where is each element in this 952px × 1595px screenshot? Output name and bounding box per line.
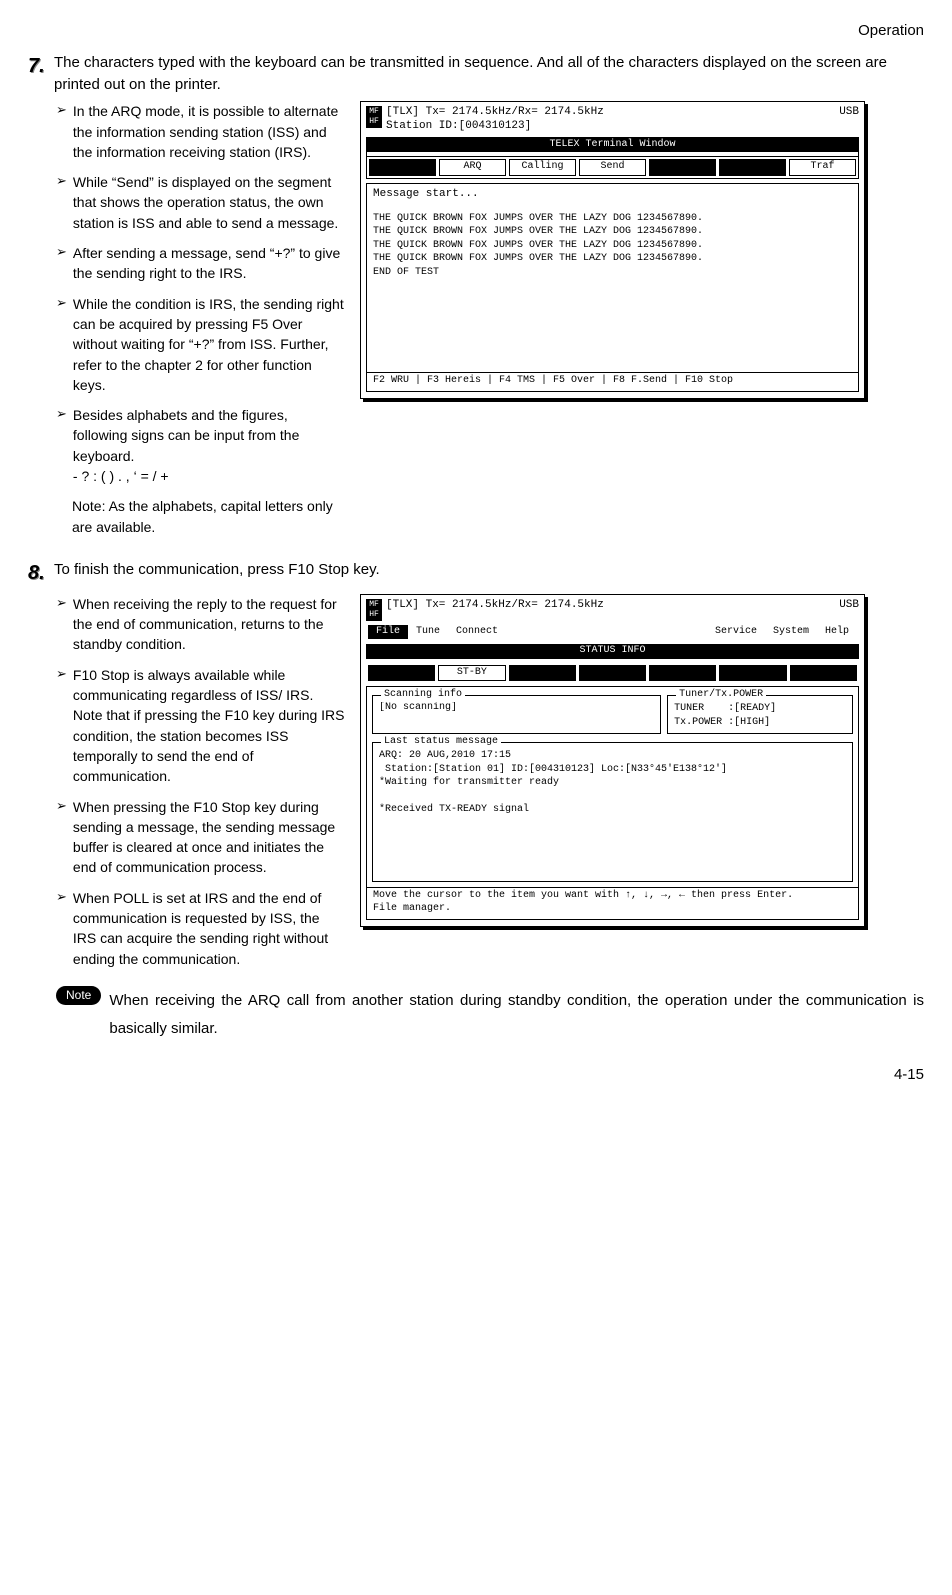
terminal-screenshot-2: MFHF [TLX] Tx= 2174.5kHz/Rx= 2174.5kHz U… [360,594,865,928]
menu-item: Connect [448,625,506,640]
bullet-text: When receiving the reply to the request … [73,594,346,655]
bullet-text: In the ARQ mode, it is possible to alter… [73,101,346,162]
segment: ARQ [439,159,506,176]
tuner-label: Tuner/Tx.POWER [676,689,766,702]
segment [579,665,646,682]
terminal-screenshot-1: MFHF [TLX] Tx= 2174.5kHz/Rx= 2174.5kHz U… [360,101,865,399]
segment [649,665,716,682]
step-8-bullets: ➢ When receiving the reply to the request… [56,594,346,979]
term2-line1: [TLX] Tx= 2174.5kHz/Rx= 2174.5kHz [386,599,604,613]
term2-footer: Move the cursor to the item you want wit… [366,888,859,920]
term1-usb: USB [839,106,859,120]
last-status-box: Last status message ARQ: 20 AUG,2010 17:… [372,742,853,882]
tuner-box: Tuner/Tx.POWER TUNER :[READY] Tx.POWER :… [667,695,853,734]
term1-footer: F2 WRU | F3 Hereis | F4 TMS | F5 Over | … [366,373,859,393]
term1-segments: ARQCallingSend Traf [367,156,858,178]
tuner-value: TUNER :[READY] Tx.POWER :[HIGH] [674,702,846,729]
term1-msg-label: Message start... [373,188,852,202]
step-7-subnote: Note: As the alphabets, capital letters … [72,496,346,537]
step-8: 8. To finish the communication, press F1… [28,559,924,588]
bullet-text: After sending a message, send “+?” to gi… [73,243,346,284]
menu-item: File [368,625,408,640]
bullet-text: When pressing the F10 Stop key during se… [73,797,346,878]
segment [649,159,716,176]
term1-messages: THE QUICK BROWN FOX JUMPS OVER THE LAZY … [373,212,852,280]
bullet-text: While the condition is IRS, the sending … [73,294,346,395]
bullet-text: Besides alphabets and the figures, follo… [73,405,346,486]
mfhf-icon: MFHF [366,599,382,621]
menu-item: System [765,625,817,640]
term2-usb: USB [839,599,859,613]
last-status-value: ARQ: 20 AUG,2010 17:15 Station:[Station … [379,749,846,817]
bullet-text: When POLL is set at IRS and the end of c… [73,888,346,969]
segment [719,159,786,176]
bullet-icon: ➢ [56,888,67,907]
menu-item: Help [817,625,857,640]
scanning-value: [No scanning] [379,702,654,715]
term1-line1: [TLX] Tx= 2174.5kHz/Rx= 2174.5kHz [386,106,604,120]
segment: Traf [789,159,856,176]
last-status-label: Last status message [381,736,501,749]
segment: Send [579,159,646,176]
bullet-icon: ➢ [56,665,67,684]
step-7-text: The characters typed with the keyboard c… [54,52,924,96]
segment [790,665,857,682]
bullet-icon: ➢ [56,797,67,816]
segment: ST-BY [438,665,505,682]
bullet-icon: ➢ [56,172,67,191]
mfhf-icon: MFHF [366,106,382,128]
term1-line2: Station ID:[004310123] [386,120,859,134]
note-badge: Note [56,986,101,1005]
step-7: 7. The characters typed with the keyboar… [28,52,924,96]
bullet-icon: ➢ [56,405,67,424]
bullet-text: While “Send” is displayed on the segment… [73,172,346,233]
menu-item: Service [707,625,765,640]
menu-item: Tune [408,625,448,640]
scanning-info-box: Scanning info [No scanning] [372,695,661,734]
bullet-icon: ➢ [56,243,67,262]
segment [368,665,435,682]
bullet-icon: ➢ [56,101,67,120]
step-7-bullets: ➢ In the ARQ mode, it is possible to alte… [56,101,346,537]
segment [509,665,576,682]
segment [719,665,786,682]
segment [369,159,436,176]
term1-title: TELEX Terminal Window [367,138,858,153]
note-row: Note When receiving the ARQ call from an… [56,987,924,1044]
step-number-8: 8. [28,559,48,588]
note-text: When receiving the ARQ call from another… [109,987,924,1044]
term2-menu: FileTuneConnect ServiceSystemHelp [366,624,859,641]
segment: Calling [509,159,576,176]
term1-body: Message start... THE QUICK BROWN FOX JUM… [366,183,859,373]
page-header: Operation [28,20,924,42]
step-8-text: To finish the communication, press F10 S… [54,559,924,581]
term2-status-title: STATUS INFO [366,644,859,659]
bullet-icon: ➢ [56,594,67,613]
bullet-icon: ➢ [56,294,67,313]
bullet-text: F10 Stop is always available while commu… [73,665,346,787]
step-number-7: 7. [28,52,48,81]
page-number: 4-15 [28,1064,924,1086]
term2-segments: ST-BY [366,663,859,684]
scanning-label: Scanning info [381,689,465,702]
